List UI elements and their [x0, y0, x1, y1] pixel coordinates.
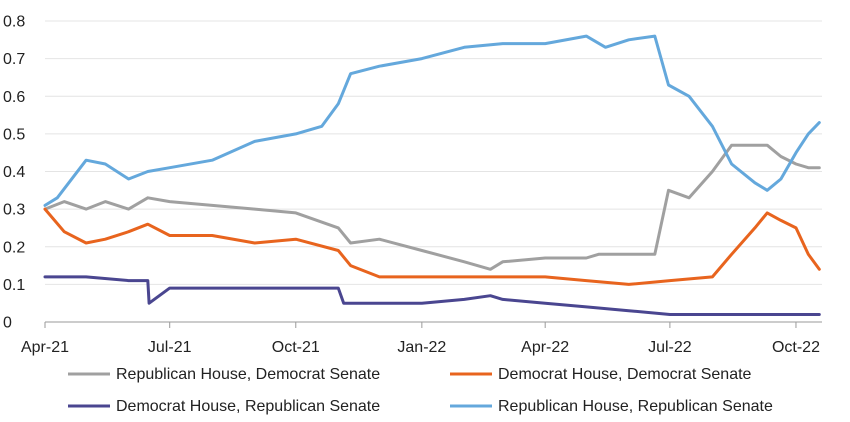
y-tick-label: 0.8: [3, 14, 25, 31]
legend-label: Republican House, Democrat Senate: [116, 366, 380, 383]
gridlines: [45, 20, 822, 285]
x-tick-label: Apr-21: [21, 339, 69, 356]
y-axis-tick-labels: 0 0.1 0.2 0.3 0.4 0.5 0.6 0.7 0.8: [3, 14, 25, 332]
legend-label: Republican House, Republican Senate: [498, 398, 773, 415]
x-tick-label: Jul-21: [148, 339, 192, 356]
x-tick-label: Oct-21: [272, 339, 320, 356]
x-tick-label: Jan-22: [397, 339, 446, 356]
x-tick-label: Oct-22: [772, 339, 820, 356]
legend-label: Democrat House, Republican Senate: [116, 398, 380, 415]
y-tick-label: 0.1: [3, 277, 25, 294]
x-tick-label: Apr-22: [521, 339, 569, 356]
series-line-2: [43, 207, 821, 286]
y-tick-label: 0.4: [3, 164, 25, 181]
y-tick-label: 0: [3, 315, 12, 332]
y-tick-label: 0.7: [3, 51, 25, 68]
legend: Republican House, Democrat Senate Democra…: [68, 366, 773, 415]
x-axis: Apr-21 Jul-21 Oct-21 Jan-22 Apr-22 Jul-22 Oct-…: [21, 321, 822, 356]
series-line-1: [43, 143, 821, 271]
y-tick-label: 0.5: [3, 126, 25, 143]
y-tick-label: 0.3: [3, 202, 25, 219]
series-line-4: [43, 34, 821, 207]
series-lines: [43, 34, 821, 316]
y-tick-label: 0.2: [3, 239, 25, 256]
series-line-3: [43, 275, 821, 316]
y-tick-label: 0.6: [3, 89, 25, 106]
x-tick-label: Jul-22: [648, 339, 692, 356]
legend-label: Democrat House, Democrat Senate: [498, 366, 752, 383]
